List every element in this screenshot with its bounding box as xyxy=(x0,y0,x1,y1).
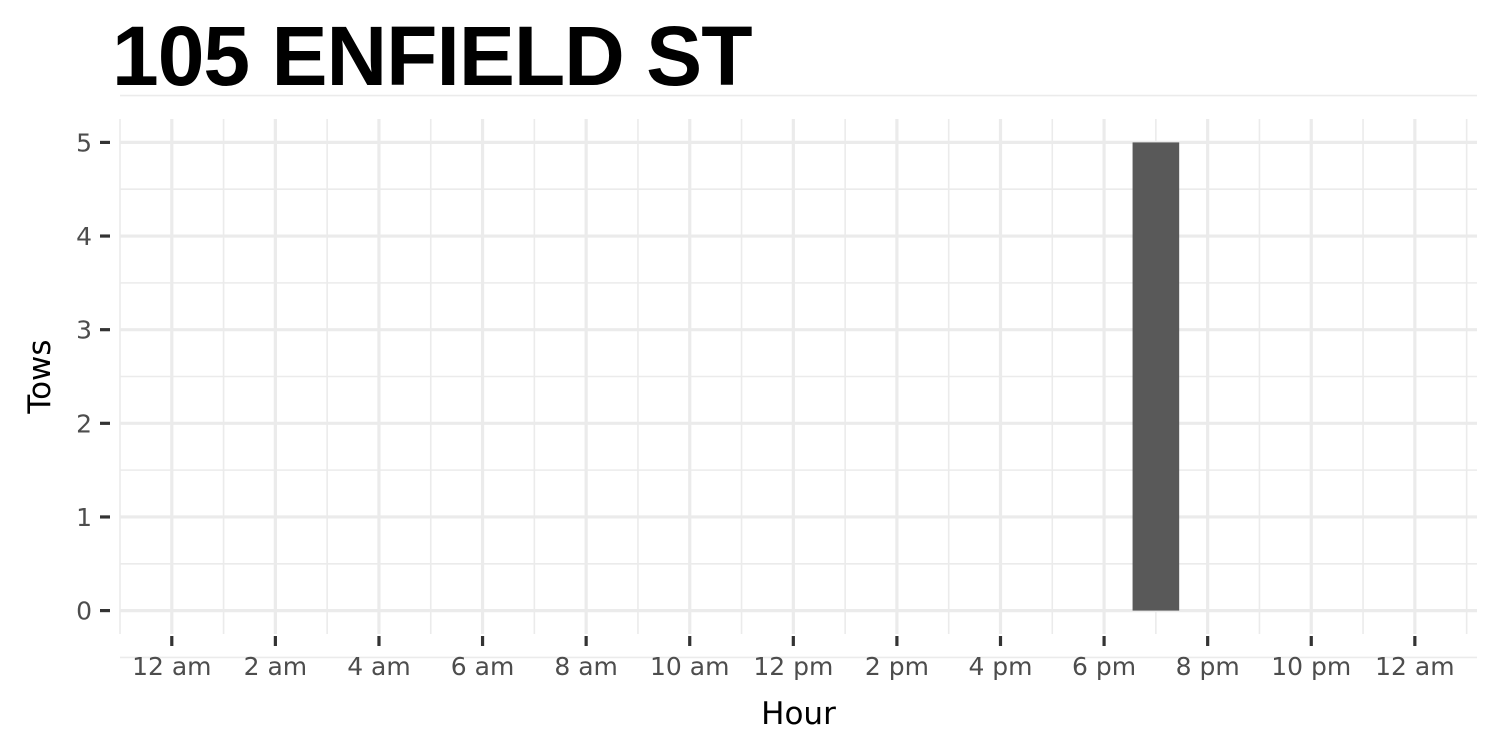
x-axis-title: Hour xyxy=(761,696,836,732)
grid-minor-lines xyxy=(119,94,1477,659)
x-tick-label: 12 am xyxy=(132,652,211,681)
bar-series xyxy=(1132,142,1180,611)
y-axis-title: Tows xyxy=(22,339,58,414)
y-axis: 0 1 2 3 4 5 xyxy=(76,128,110,626)
x-tick-label: 6 pm xyxy=(1072,652,1136,681)
y-tick-label: 1 xyxy=(76,503,92,532)
x-axis: 12 am 2 am 4 am 6 am 8 am 10 am 12 pm 2 pm 4 pm 6… xyxy=(132,636,1455,681)
y-tick-label: 0 xyxy=(76,597,92,626)
x-tick-label: 8 am xyxy=(554,652,618,681)
y-tick-label: 2 xyxy=(76,409,92,438)
grid-major-lines xyxy=(120,119,1477,634)
y-tick-label: 4 xyxy=(76,222,92,251)
bar-hour-19 xyxy=(1132,142,1180,611)
x-tick-label: 4 am xyxy=(347,652,411,681)
x-tick-label: 4 pm xyxy=(968,652,1032,681)
x-tick-label: 2 am xyxy=(244,652,308,681)
x-tick-label: 6 am xyxy=(451,652,515,681)
y-tick-label: 3 xyxy=(76,316,92,345)
x-tick-label: 2 pm xyxy=(865,652,929,681)
x-tick-label: 12 pm xyxy=(753,652,833,681)
x-tick-label: 8 pm xyxy=(1176,652,1240,681)
x-tick-label: 12 am xyxy=(1375,652,1454,681)
x-tick-label: 10 am xyxy=(650,652,729,681)
y-tick-label: 5 xyxy=(76,128,92,157)
x-tick-label: 10 pm xyxy=(1271,652,1351,681)
chart-title: 105 ENFIELD ST xyxy=(112,9,753,103)
